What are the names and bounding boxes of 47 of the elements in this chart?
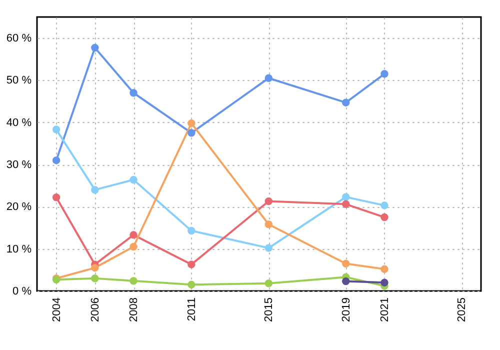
y-tick-label: 30 % <box>6 159 32 172</box>
y-tick-label: 20 % <box>6 201 32 214</box>
x-tick-label: 2006 <box>89 298 102 322</box>
point <box>264 244 273 252</box>
x-tick-label: 2021 <box>378 298 391 322</box>
point <box>342 98 350 106</box>
y-tick-label: 50 % <box>6 74 32 87</box>
point <box>52 126 60 134</box>
x-tick-label: 2008 <box>128 298 140 322</box>
point <box>130 277 138 285</box>
point <box>91 274 99 282</box>
x-tick-label: 2025 <box>456 298 468 322</box>
point <box>342 200 350 208</box>
y-tick-label: 0 % <box>12 286 32 298</box>
point <box>380 213 388 222</box>
point <box>188 129 196 137</box>
point <box>91 44 99 52</box>
x-tick-label: 2015 <box>263 298 276 322</box>
point <box>264 280 273 288</box>
point <box>130 89 138 97</box>
point <box>342 277 350 286</box>
point <box>380 265 388 273</box>
y-tick-label: 10 % <box>6 243 32 256</box>
point <box>130 176 138 184</box>
point <box>188 260 196 268</box>
point <box>380 202 388 210</box>
y-tick-label: 60 % <box>6 32 32 45</box>
point <box>380 278 388 286</box>
point <box>52 156 60 164</box>
point <box>264 74 273 82</box>
point <box>342 193 350 201</box>
point <box>130 242 138 251</box>
point <box>188 280 196 289</box>
point <box>264 197 273 206</box>
x-tick-label: 2011 <box>186 298 198 322</box>
point <box>342 260 350 268</box>
point <box>52 194 60 202</box>
point <box>380 70 388 78</box>
point <box>264 220 273 228</box>
point <box>91 186 99 194</box>
point <box>130 231 138 239</box>
point <box>188 119 196 128</box>
x-tick-label: 2004 <box>50 298 63 322</box>
x-tick-label: 2019 <box>340 298 352 322</box>
point <box>91 264 99 272</box>
point <box>188 226 196 235</box>
y-tick-label: 40 % <box>6 116 32 129</box>
